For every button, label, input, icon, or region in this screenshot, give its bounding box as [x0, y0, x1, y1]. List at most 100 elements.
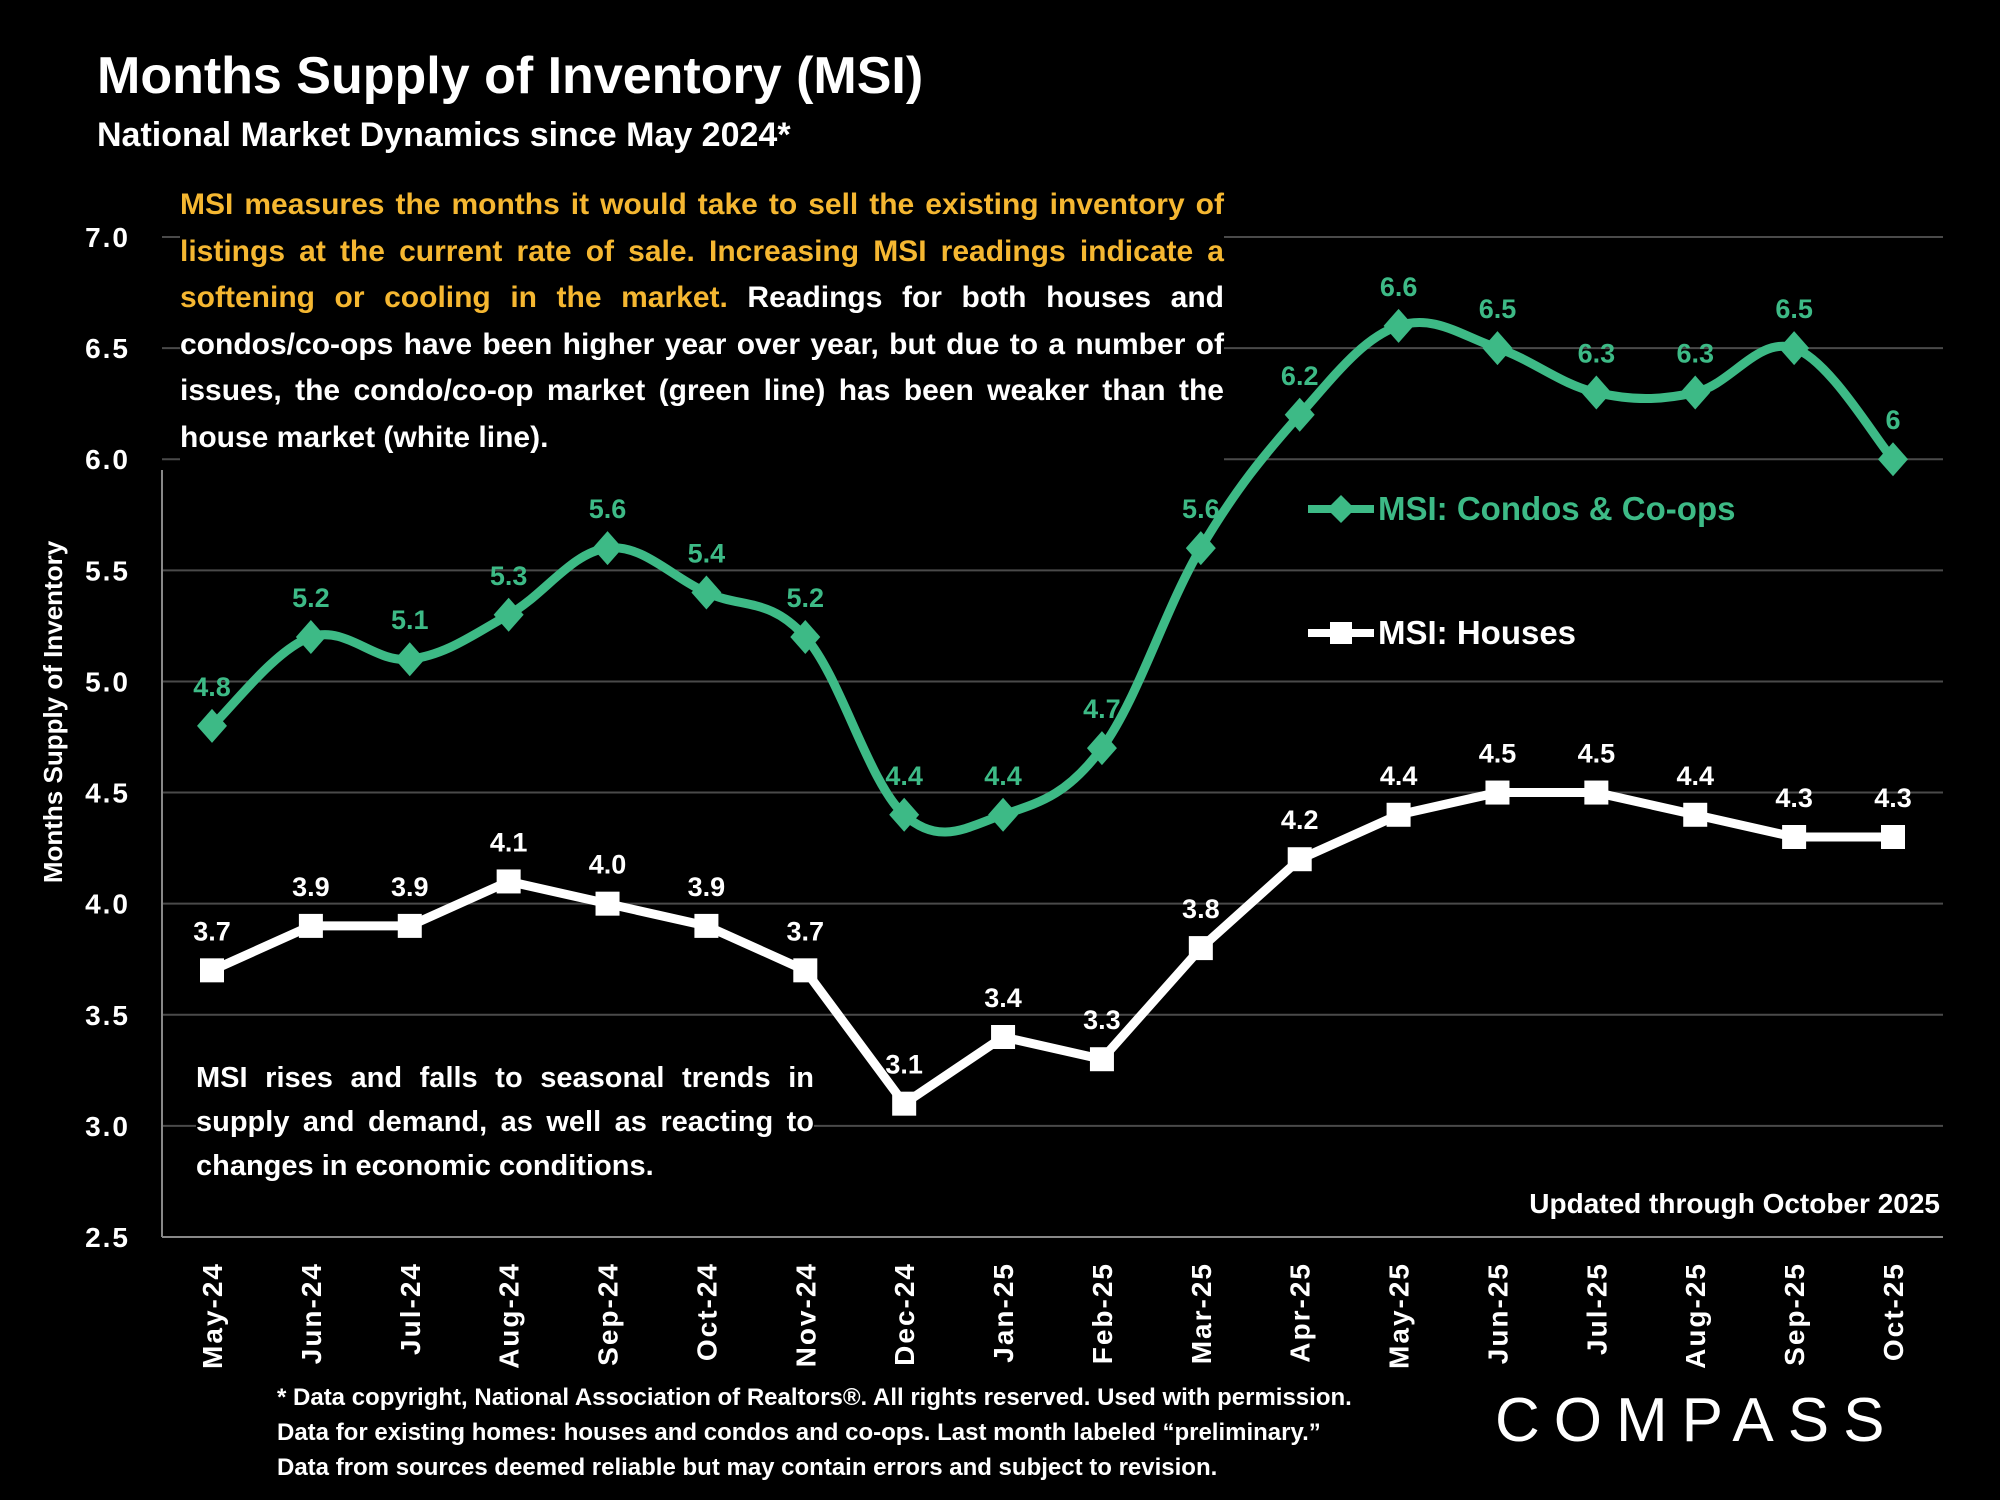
house-data-label: 4.0: [589, 850, 627, 880]
y-tick-label: 4.5: [85, 778, 130, 809]
condo-data-label: 5.2: [787, 583, 825, 613]
condo-data-point: [1185, 531, 1216, 566]
condo-data-point: [197, 708, 227, 743]
x-tick-label: Jun-25: [1482, 1262, 1513, 1364]
intro-description: MSI measures the months it would take to…: [180, 182, 1224, 461]
house-data-point: [694, 913, 719, 938]
condo-data-label: 5.2: [292, 583, 330, 613]
house-data-label: 3.9: [688, 872, 726, 902]
y-tick-label: 3.0: [85, 1111, 130, 1142]
house-data-point: [1485, 780, 1510, 805]
condo-data-point: [1779, 331, 1810, 366]
house-data-label: 3.7: [193, 916, 231, 946]
condo-data-label: 6: [1885, 405, 1900, 435]
house-data-label: 3.9: [292, 872, 330, 902]
y-tick-label: 3.5: [85, 1000, 130, 1031]
diamond-marker-icon: [1308, 495, 1374, 523]
x-tick-label: Sep-24: [593, 1262, 624, 1366]
x-tick-label: Aug-25: [1680, 1262, 1711, 1369]
updated-date: Updated through October 2025: [1529, 1188, 1940, 1219]
intro-highlight: MSI measures the months it would take to…: [180, 188, 1224, 314]
house-data-point: [1188, 936, 1213, 961]
x-tick-label: Apr-25: [1285, 1262, 1316, 1363]
house-data-point: [1881, 825, 1905, 849]
house-data-label: 4.5: [1479, 739, 1517, 769]
house-data-label: 4.4: [1676, 761, 1714, 791]
house-data-point: [1683, 802, 1708, 827]
compass-logo: COMPASS: [1495, 1386, 1899, 1455]
condo-data-point: [1482, 331, 1513, 366]
x-tick-label: Jul-25: [1581, 1262, 1612, 1355]
house-data-point: [1089, 1047, 1114, 1072]
condo-data-point: [889, 797, 920, 832]
legend-label-condos: MSI: Condos & Co-ops: [1378, 490, 1736, 527]
x-tick-label: May-24: [197, 1262, 228, 1369]
condo-data-point: [1284, 397, 1315, 432]
condo-data-point: [1383, 308, 1414, 343]
x-tick-label: Nov-24: [790, 1262, 821, 1367]
condo-data-point: [988, 797, 1019, 832]
house-data-label: 4.3: [1775, 783, 1813, 813]
condo-data-label: 5.6: [589, 494, 627, 524]
condo-data-label: 4.4: [885, 761, 923, 791]
condo-data-label: 5.4: [688, 539, 726, 569]
condo-data-point: [1680, 375, 1711, 410]
footnote-line-3: Data from sources deemed reliable but ma…: [277, 1454, 1218, 1481]
house-data-point: [1287, 847, 1312, 872]
house-data-point: [496, 869, 521, 894]
condo-data-label: 5.3: [490, 561, 528, 591]
house-data-point: [397, 913, 422, 938]
condo-data-label: 4.8: [193, 672, 231, 702]
house-data-label: 4.3: [1874, 783, 1912, 813]
x-tick-label: Jun-24: [296, 1262, 327, 1364]
intro-body: Readings for both houses and condos/co-o…: [180, 281, 1224, 454]
condo-data-label: 4.7: [1083, 694, 1121, 724]
condo-data-label: 6.5: [1775, 294, 1813, 324]
seasonal-note: MSI rises and falls to seasonal trends i…: [196, 1056, 814, 1188]
legend-item-condos: MSI: Condos & Co-ops: [1308, 484, 1746, 534]
house-data-label: 3.1: [885, 1050, 923, 1080]
y-tick-label: 5.0: [85, 666, 130, 697]
page-subtitle: National Market Dynamics since May 2024*: [97, 116, 791, 154]
house-data-point: [991, 1025, 1016, 1049]
y-axis: 2.5 3.0 3.5 4.0 4.5 5.0 5.5 6.0 6.5 7.0: [85, 222, 163, 1253]
square-marker-icon: [1308, 622, 1374, 644]
footnote: * Data copyright, National Association o…: [277, 1380, 1352, 1485]
x-tick-label: Oct-25: [1878, 1262, 1909, 1361]
x-tick-label: Sep-25: [1779, 1262, 1810, 1366]
house-data-label: 3.9: [391, 872, 429, 902]
x-tick-label: Oct-24: [691, 1262, 722, 1361]
y-tick-label: 7.0: [85, 222, 130, 253]
footnote-line-2: Data for existing homes: houses and cond…: [277, 1419, 1321, 1446]
house-data-point: [1782, 825, 1807, 849]
x-tick-label: May-25: [1384, 1262, 1415, 1369]
x-tick-label: Mar-25: [1186, 1262, 1217, 1364]
condo-data-label: 6.6: [1380, 272, 1418, 302]
condo-data-point: [295, 620, 326, 654]
house-data-label: 3.4: [984, 983, 1022, 1013]
house-data-label: 4.5: [1578, 739, 1616, 769]
condo-data-point: [493, 597, 524, 632]
x-tick-label: Dec-24: [889, 1262, 920, 1366]
house-data-label: 3.3: [1083, 1005, 1121, 1035]
condo-data-point: [1086, 731, 1117, 766]
series-line-houses: [210, 788, 1893, 1109]
house-data-label: 4.1: [490, 827, 528, 857]
legend-item-houses: MSI: Houses: [1308, 608, 1587, 658]
house-data-point: [200, 958, 224, 983]
x-tick-label: Jan-25: [988, 1262, 1019, 1363]
page-title: Months Supply of Inventory (MSI): [97, 47, 924, 105]
house-data-point: [1386, 802, 1411, 827]
house-data-label: 4.2: [1281, 805, 1319, 835]
condo-data-point: [394, 642, 425, 677]
house-data-point: [1584, 780, 1609, 805]
x-tick-label: Feb-25: [1087, 1262, 1118, 1364]
house-data-point: [595, 891, 620, 916]
condo-data-point: [1581, 375, 1612, 410]
house-data-point: [298, 913, 323, 938]
condo-data-label: 4.4: [984, 761, 1022, 791]
y-tick-label: 2.5: [85, 1222, 130, 1253]
x-axis: May-24 Jun-24 Jul-24 Aug-24 Sep-24 Oct-24 Nov-…: [162, 1236, 1943, 1369]
x-tick-label: Jul-24: [395, 1262, 426, 1355]
condo-data-label: 6.3: [1676, 339, 1714, 369]
